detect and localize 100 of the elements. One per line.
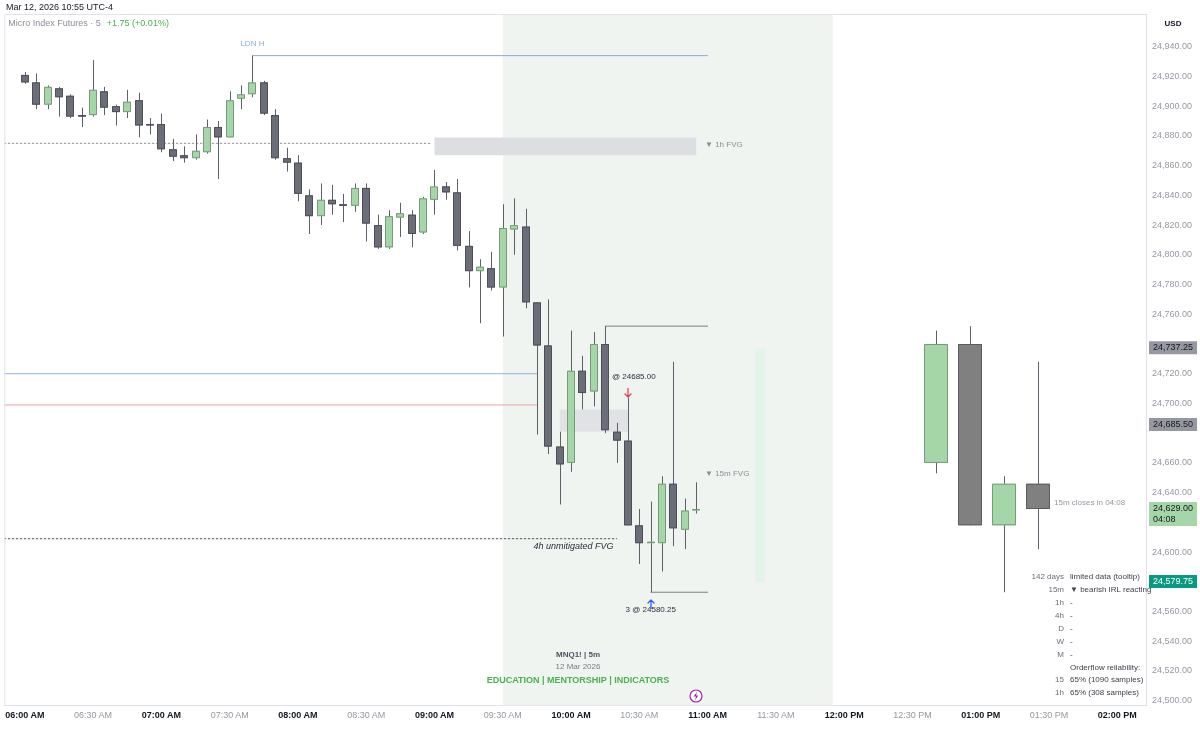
- candlestick: [44, 84, 52, 110]
- x-tick-label: 12:30 PM: [893, 710, 932, 721]
- candlestick: [681, 498, 689, 550]
- y-tick-label: 24,500.00: [1152, 695, 1193, 706]
- annotation: 4h: [1055, 610, 1064, 620]
- annotation: 12 Mar 2026: [555, 662, 602, 672]
- candlestick: [32, 72, 40, 110]
- x-tick-label: 10:30 AM: [620, 710, 659, 721]
- text: 24,737.25: [1153, 342, 1194, 353]
- candlestick: [635, 508, 643, 565]
- y-tick-label: 24,900.00: [1152, 100, 1193, 111]
- y-tick-label: 24,660.00: [1152, 457, 1193, 468]
- candlestick: [476, 258, 484, 324]
- x-tick-label: 08:00 AM: [278, 710, 318, 721]
- y-tick-label: 24,880.00: [1152, 130, 1193, 141]
- annotation: 65% (1090 samples): [1070, 675, 1144, 685]
- annotation: 65% (308 samples): [1070, 688, 1140, 698]
- annotation: 15: [1055, 675, 1065, 685]
- x-tick-label: 11:30 AM: [757, 710, 795, 721]
- annotation: 1h: [1055, 598, 1064, 607]
- annotation: @ 24685.00: [611, 371, 657, 381]
- candlestick: [578, 355, 586, 410]
- y-tick-label: 24,600.00: [1152, 546, 1193, 557]
- x-tick-label: 01:30 PM: [1029, 710, 1069, 721]
- y-tick-label: 24,780.00: [1152, 279, 1193, 290]
- x-tick-label: 11:00 AM: [688, 710, 727, 721]
- x-tick-label: 01:00 PM: [961, 710, 1001, 721]
- candlestick: [305, 188, 313, 235]
- candlestick: [339, 193, 347, 223]
- candlestick: [510, 197, 518, 256]
- x-tick-label: 02:00 PM: [1097, 710, 1137, 721]
- annotation: -: [1070, 649, 1073, 659]
- series-label: LDN H: [240, 38, 265, 48]
- text: 24,579.75: [1153, 576, 1194, 587]
- y-tick-label: 24,720.00: [1152, 368, 1193, 379]
- annotation: 15m closes in 04:08: [1054, 498, 1126, 508]
- x-tick-label: 07:00 AM: [141, 710, 181, 721]
- candlestick: [351, 182, 359, 213]
- annotation: 142 days: [1031, 572, 1064, 582]
- annotation: MNQ1! | 5m: [555, 650, 601, 660]
- candlestick: [100, 86, 108, 116]
- y-tick-label: 24,920.00: [1152, 70, 1193, 81]
- candlestick: [647, 501, 655, 593]
- x-tick-label: 09:00 AM: [414, 710, 455, 721]
- annotation: -: [1070, 598, 1073, 607]
- candlestick: [692, 481, 700, 514]
- candlestick: [430, 169, 438, 216]
- y-tick-label: 24,700.00: [1152, 397, 1193, 408]
- text: 24,629.00 04:08: [1153, 502, 1194, 524]
- annotation: ▼ bearish IRL reacting: [1070, 585, 1152, 595]
- candlestick: [66, 93, 74, 119]
- y-tick-label: 24,840.00: [1152, 189, 1193, 200]
- annotation: D: [1058, 623, 1065, 633]
- candlestick: [214, 120, 222, 180]
- candlestick: [487, 251, 495, 291]
- candlestick: [556, 431, 564, 506]
- candlestick: [613, 422, 621, 464]
- x-tick-label: 07:30 AM: [210, 710, 249, 721]
- annotation: W: [1056, 636, 1065, 646]
- candlestick: [283, 147, 291, 173]
- candlestick: [112, 104, 120, 126]
- candlestick: [408, 209, 416, 248]
- y-tick-label: 24,800.00: [1152, 249, 1193, 260]
- candlestick: [396, 202, 404, 238]
- y-tick-label: 24,540.00: [1152, 635, 1193, 646]
- y-tick-label: 24,560.00: [1152, 606, 1193, 617]
- series-label: 4h unmitigated FVG: [533, 541, 614, 552]
- y-tick-label: 24,760.00: [1152, 308, 1193, 319]
- candlestick: [78, 107, 86, 128]
- text: Mar 12, 2026 10:55 UTC-4: [6, 2, 114, 13]
- annotation: -: [1070, 636, 1073, 646]
- y-tick-label: 24,520.00: [1152, 665, 1193, 676]
- candlestick: [237, 84, 245, 110]
- y-tick-label: 24,640.00: [1152, 487, 1193, 498]
- annotation: M: [1057, 649, 1065, 659]
- annotation: -: [1070, 610, 1073, 620]
- candlestick: [328, 184, 336, 216]
- annotation: ▼ 1h FVG: [705, 140, 743, 150]
- text: 24,685.50: [1153, 419, 1194, 430]
- x-tick-label: 06:30 AM: [74, 710, 113, 721]
- annotation: 15m: [1048, 585, 1065, 595]
- y-tick-label: 24,820.00: [1152, 219, 1193, 230]
- x-tick-label: 10:00 AM: [551, 710, 591, 721]
- candlestick: [374, 214, 382, 250]
- annotation: limited data (tooltip): [1070, 572, 1141, 582]
- annotation: -: [1070, 623, 1073, 633]
- candlestick: [192, 133, 200, 161]
- text: +1.75 (+0.01%): [106, 18, 169, 29]
- annotation: Orderflow reliability:: [1070, 662, 1141, 672]
- x-tick-label: 06:00 AM: [5, 710, 45, 721]
- x-tick-label: 08:30 AM: [347, 710, 386, 721]
- annotation: ▼ 15m FVG: [705, 469, 750, 479]
- y-axis-title: USD: [1164, 19, 1182, 29]
- y-tick-label: 24,940.00: [1152, 41, 1193, 52]
- candlestick: [248, 55, 256, 98]
- annotation: EDUCATION | MENTORSHIP | INDICATORS: [486, 675, 670, 686]
- candlestick: [169, 138, 177, 162]
- annotation: 3 @ 24580.25: [625, 605, 677, 615]
- text: Micro Index Futures · 5: [8, 18, 101, 29]
- x-tick-label: 12:00 PM: [824, 710, 864, 721]
